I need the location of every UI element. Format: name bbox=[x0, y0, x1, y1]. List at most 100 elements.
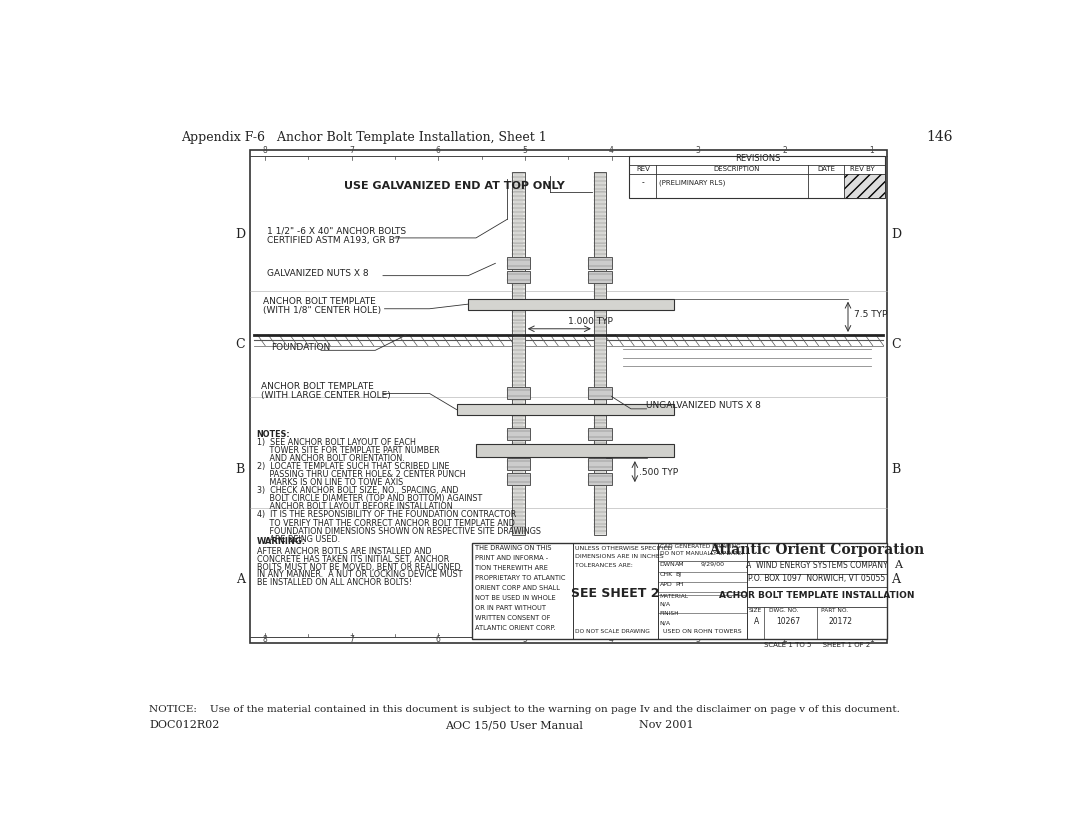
Text: NOT BE USED IN WHOLE: NOT BE USED IN WHOLE bbox=[475, 595, 556, 600]
Text: IN ANY MANNER.  A NUT OR LOCKING DEVICE MUST: IN ANY MANNER. A NUT OR LOCKING DEVICE M… bbox=[257, 570, 462, 580]
Text: PH: PH bbox=[675, 582, 684, 587]
Bar bbox=[589, 257, 611, 269]
Text: THE DRAWING ON THIS: THE DRAWING ON THIS bbox=[475, 545, 552, 550]
Text: UNLESS OTHERWISE SPECIFIED: UNLESS OTHERWISE SPECIFIED bbox=[576, 545, 673, 550]
Text: 2: 2 bbox=[782, 636, 787, 644]
Text: ANCHOR BOLT TEMPLATE: ANCHOR BOLT TEMPLATE bbox=[261, 382, 374, 391]
Text: -: - bbox=[642, 178, 645, 187]
Text: 3)  CHECK ANCHOR BOLT SIZE, NO., SPACING, AND: 3) CHECK ANCHOR BOLT SIZE, NO., SPACING,… bbox=[257, 486, 458, 495]
Text: BE INSTALLED ON ALL ANCHOR BOLTS!: BE INSTALLED ON ALL ANCHOR BOLTS! bbox=[257, 578, 411, 587]
Text: Appendix F-6   Anchor Bolt Template Installation, Sheet 1: Appendix F-6 Anchor Bolt Template Instal… bbox=[181, 131, 548, 143]
Text: D: D bbox=[891, 229, 901, 241]
Text: 6: 6 bbox=[436, 636, 441, 644]
Text: 4)  IT IS THE RESPONSIBILITY OF THE FOUNDATION CONTRACTOR: 4) IT IS THE RESPONSIBILITY OF THE FOUND… bbox=[257, 510, 516, 520]
Text: 5: 5 bbox=[523, 146, 527, 155]
Text: ARE BEING USED.: ARE BEING USED. bbox=[257, 535, 340, 544]
Text: REV: REV bbox=[636, 166, 650, 172]
Text: TION THEREWITH ARE: TION THEREWITH ARE bbox=[475, 565, 549, 570]
Text: 10267: 10267 bbox=[777, 617, 801, 626]
Text: ANCHOR BOLT TEMPLATE: ANCHOR BOLT TEMPLATE bbox=[262, 297, 376, 306]
Text: PRINT AND INFORMA -: PRINT AND INFORMA - bbox=[475, 555, 549, 560]
Text: N/A: N/A bbox=[660, 620, 671, 626]
Text: DO NOT MANUALLY UPDATE.: DO NOT MANUALLY UPDATE. bbox=[661, 551, 744, 556]
Text: 2)  LOCATE TEMPLATE SUCH THAT SCRIBED LINE: 2) LOCATE TEMPLATE SUCH THAT SCRIBED LIN… bbox=[257, 462, 449, 471]
Text: ACHOR BOLT TEMPLATE INSTALLATION: ACHOR BOLT TEMPLATE INSTALLATION bbox=[719, 591, 915, 600]
Bar bbox=[249, 150, 887, 643]
Text: .500 TYP: .500 TYP bbox=[638, 469, 678, 477]
Text: ATLANTIC ORIENT CORP.: ATLANTIC ORIENT CORP. bbox=[475, 625, 556, 631]
Text: 8: 8 bbox=[262, 636, 268, 644]
Text: ORIENT CORP AND SHALL: ORIENT CORP AND SHALL bbox=[475, 585, 561, 590]
Text: REVISIONS: REVISIONS bbox=[734, 154, 780, 163]
Text: PART NO.: PART NO. bbox=[821, 608, 848, 613]
Text: A  WIND ENERGY SYSTEMS COMPANY: A WIND ENERGY SYSTEMS COMPANY bbox=[746, 561, 888, 570]
Text: ANCHOR BOLT LAYOUT BEFORE INSTALLATION: ANCHOR BOLT LAYOUT BEFORE INSTALLATION bbox=[257, 502, 453, 511]
Text: 3: 3 bbox=[696, 146, 701, 155]
Text: CERTIFIED ASTM A193, GR B7: CERTIFIED ASTM A193, GR B7 bbox=[267, 235, 401, 244]
Text: WRITTEN CONSENT OF: WRITTEN CONSENT OF bbox=[475, 615, 551, 620]
Text: 2: 2 bbox=[782, 146, 787, 155]
Text: DATE: DATE bbox=[818, 166, 835, 172]
Text: (WITH 1/8" CENTER HOLE): (WITH 1/8" CENTER HOLE) bbox=[262, 306, 381, 315]
Text: SIZE: SIZE bbox=[748, 608, 762, 613]
Bar bbox=[589, 458, 611, 470]
Bar bbox=[594, 172, 606, 535]
Bar bbox=[507, 428, 530, 440]
Text: 4: 4 bbox=[609, 636, 613, 644]
Bar bbox=[457, 404, 674, 415]
Text: AOC 15/50 User Manual: AOC 15/50 User Manual bbox=[445, 721, 583, 731]
Text: 7.5 TYP: 7.5 TYP bbox=[854, 310, 888, 319]
Text: 3: 3 bbox=[696, 636, 701, 644]
Text: FOUNDATION DIMENSIONS SHOWN ON RESPECTIVE SITE DRAWINGS: FOUNDATION DIMENSIONS SHOWN ON RESPECTIV… bbox=[257, 526, 541, 535]
Text: (PRELIMINARY RLS): (PRELIMINARY RLS) bbox=[659, 180, 726, 186]
Text: 1 1/2" -6 X 40" ANCHOR BOLTS: 1 1/2" -6 X 40" ANCHOR BOLTS bbox=[267, 226, 406, 235]
Text: 1: 1 bbox=[869, 146, 874, 155]
Text: PASSING THRU CENTER HOLE& 2 CENTER PUNCH: PASSING THRU CENTER HOLE& 2 CENTER PUNCH bbox=[257, 470, 465, 479]
Text: DO NOT SCALE DRAWING: DO NOT SCALE DRAWING bbox=[576, 629, 650, 634]
Text: TO VERIFY THAT THE CORRECT ANCHOR BOLT TEMPLATE AND: TO VERIFY THAT THE CORRECT ANCHOR BOLT T… bbox=[257, 519, 514, 528]
Text: A: A bbox=[893, 560, 902, 570]
Text: BJ: BJ bbox=[675, 572, 681, 577]
Text: APD: APD bbox=[660, 582, 673, 587]
Text: 146: 146 bbox=[927, 130, 953, 144]
Bar bbox=[512, 172, 525, 535]
Text: A: A bbox=[892, 572, 901, 585]
Text: 5: 5 bbox=[523, 636, 527, 644]
Text: BOLT CIRCLE DIAMETER (TOP AND BOTTOM) AGAINST: BOLT CIRCLE DIAMETER (TOP AND BOTTOM) AG… bbox=[257, 495, 482, 503]
Text: AM: AM bbox=[675, 562, 685, 567]
Text: 4: 4 bbox=[609, 146, 613, 155]
Text: CHK: CHK bbox=[660, 572, 673, 577]
Text: PROPRIETARY TO ATLANTIC: PROPRIETARY TO ATLANTIC bbox=[475, 575, 566, 580]
Text: REV BY: REV BY bbox=[850, 166, 875, 172]
Text: GALVANIZED NUTS X 8: GALVANIZED NUTS X 8 bbox=[267, 269, 368, 278]
Text: (WITH LARGE CENTER HOLE): (WITH LARGE CENTER HOLE) bbox=[261, 391, 391, 400]
Bar bbox=[589, 428, 611, 440]
Text: Atlantic Orient Corporation: Atlantic Orient Corporation bbox=[710, 543, 924, 556]
Text: TOLERANCES ARE:: TOLERANCES ARE: bbox=[576, 563, 633, 568]
Text: 7: 7 bbox=[349, 636, 354, 644]
Text: DWN: DWN bbox=[660, 562, 675, 567]
Text: DWG. NO.: DWG. NO. bbox=[769, 608, 798, 613]
Text: TOWER SITE FOR TEMPLATE PART NUMBER: TOWER SITE FOR TEMPLATE PART NUMBER bbox=[257, 445, 440, 455]
Text: MARKS IS ON LINE TO TOWE AXIS: MARKS IS ON LINE TO TOWE AXIS bbox=[257, 478, 403, 487]
Text: MATERIAL: MATERIAL bbox=[660, 594, 689, 599]
Text: AND ANCHOR BOLT ORIENTATION.: AND ANCHOR BOLT ORIENTATION. bbox=[257, 454, 404, 463]
Text: FINISH: FINISH bbox=[660, 611, 679, 616]
Bar bbox=[472, 543, 887, 639]
Text: B: B bbox=[235, 463, 245, 476]
Text: WARNING:: WARNING: bbox=[257, 537, 306, 546]
Text: Nov 2001: Nov 2001 bbox=[638, 721, 693, 731]
Text: UNGALVANIZED NUTS X 8: UNGALVANIZED NUTS X 8 bbox=[647, 401, 761, 410]
Text: C: C bbox=[235, 339, 245, 351]
Bar bbox=[469, 299, 674, 309]
Text: CONCRETE HAS TAKEN ITS INITIAL SET, ANCHOR: CONCRETE HAS TAKEN ITS INITIAL SET, ANCH… bbox=[257, 555, 449, 564]
Bar bbox=[507, 257, 530, 269]
Text: AFTER ANCHOR BOTLS ARE INSTALLED AND: AFTER ANCHOR BOTLS ARE INSTALLED AND bbox=[257, 547, 431, 556]
Bar bbox=[630, 155, 886, 198]
Text: B: B bbox=[891, 463, 901, 476]
Text: CAD GENERATED DRAWING.: CAD GENERATED DRAWING. bbox=[661, 545, 743, 550]
Text: SCALE 1 TO 5     SHEET 1 OF 2: SCALE 1 TO 5 SHEET 1 OF 2 bbox=[764, 642, 870, 648]
Text: P.O. BOX 1097  NORWICH, VT 05055: P.O. BOX 1097 NORWICH, VT 05055 bbox=[748, 575, 886, 583]
Text: USE GALVANIZED END AT TOP ONLY: USE GALVANIZED END AT TOP ONLY bbox=[345, 182, 565, 191]
Text: A: A bbox=[235, 572, 245, 585]
